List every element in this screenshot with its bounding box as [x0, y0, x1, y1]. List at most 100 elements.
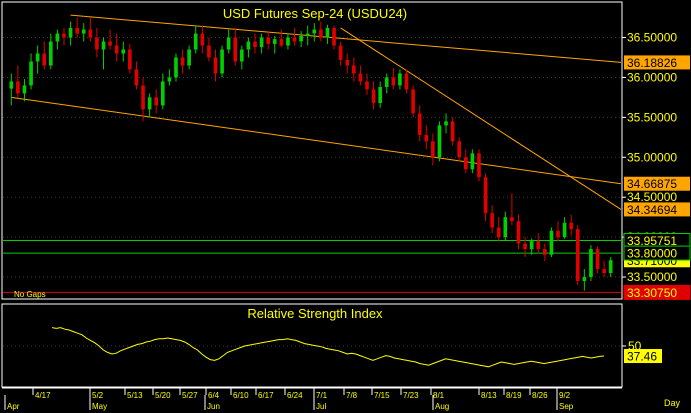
candle: [450, 117, 455, 146]
candle: [477, 149, 481, 182]
candle-body: [523, 243, 527, 250]
price-label-box: [624, 55, 690, 70]
candle: [134, 61, 139, 90]
candle: [75, 17, 79, 38]
candle: [49, 33, 53, 70]
candle-body: [9, 81, 14, 89]
candle-body: [332, 27, 336, 46]
candle-body: [510, 217, 514, 222]
candle: [398, 69, 402, 90]
candle: [325, 24, 330, 44]
candle-body: [180, 57, 185, 66]
x-tick-label: 8/13: [481, 391, 497, 400]
rsi-last-label: 37.46: [627, 350, 657, 364]
price-label: 36.18826: [624, 55, 690, 70]
candle: [431, 133, 435, 166]
candle: [114, 33, 119, 62]
y-tick-label: 35.00000: [627, 150, 677, 164]
candle-body: [457, 141, 462, 158]
trendlines: [11, 14, 622, 210]
month-label: Jun: [207, 402, 220, 411]
candle-body: [470, 153, 475, 170]
candle: [154, 89, 159, 114]
candle: [358, 65, 363, 86]
candle-body: [240, 49, 244, 62]
candle-body: [167, 77, 172, 82]
candle-body: [226, 37, 231, 50]
x-tick-label: 5/13: [127, 391, 143, 400]
candle-body: [463, 157, 468, 170]
candle: [147, 93, 152, 118]
candle: [42, 41, 47, 70]
candle: [332, 25, 336, 50]
y-tick-label: 35.50000: [627, 110, 677, 124]
candle: [167, 69, 172, 86]
candle-body: [292, 37, 297, 42]
price-label-text: 34.66875: [627, 177, 677, 191]
candle: [529, 238, 534, 255]
candle: [16, 65, 20, 98]
candle-body: [483, 177, 488, 214]
candle: [371, 81, 376, 110]
candle: [602, 261, 606, 278]
x-tick-label: 6/17: [258, 391, 274, 400]
candle: [81, 23, 86, 42]
candle: [536, 233, 541, 254]
candle: [562, 217, 567, 239]
candle: [437, 121, 442, 162]
candle: [490, 205, 494, 234]
candle-body: [325, 27, 330, 38]
rsi-last-box: [624, 349, 662, 364]
candle: [101, 37, 106, 70]
candle-body: [338, 45, 343, 60]
candle-body: [62, 33, 66, 38]
rsi-title: Relative Strength Index: [247, 306, 383, 321]
candle: [35, 45, 40, 74]
x-tick-label: 7/1: [316, 391, 328, 400]
candle: [180, 49, 185, 74]
candle-body: [233, 37, 238, 62]
candle: [470, 149, 475, 174]
y-tick-label: 33.50000: [627, 270, 677, 284]
candle: [595, 246, 600, 274]
trendline: [11, 96, 622, 185]
price-label-text: 36.18826: [627, 56, 677, 70]
price-label-box: [624, 176, 690, 191]
price-label-text: 33.95751: [627, 234, 677, 248]
candle-body: [141, 85, 145, 110]
price-label: 34.34694: [624, 202, 690, 217]
price-labels: 36.1882634.6687534.3469433.7100033.95751…: [623, 55, 691, 300]
candle: [68, 21, 73, 46]
candle-body: [272, 39, 277, 44]
x-tick-label: 7/15: [374, 391, 390, 400]
candle-body: [319, 29, 323, 38]
trendline: [340, 27, 622, 210]
candle-body: [22, 85, 27, 94]
candle: [246, 37, 251, 58]
candle-body: [516, 221, 521, 244]
candle: [463, 149, 468, 174]
candle-body: [371, 89, 376, 103]
candle: [384, 73, 389, 94]
candle: [233, 27, 238, 66]
candle-body: [266, 37, 270, 44]
candle: [128, 43, 132, 74]
x-tick-label: 8/26: [532, 391, 548, 400]
candle: [496, 217, 501, 242]
candle: [253, 33, 257, 54]
candle: [299, 31, 303, 48]
x-tick-label: 5/2: [92, 391, 104, 400]
month-label: Aug: [435, 402, 449, 411]
candle-body: [490, 213, 494, 228]
candle: [345, 53, 350, 74]
trendline: [70, 14, 622, 63]
x-tick-label: 8/1: [433, 391, 445, 400]
candle: [424, 125, 429, 150]
x-tick-label: 8/19: [506, 391, 522, 400]
y-tick-label: 36.50000: [627, 31, 677, 45]
candle-body: [121, 49, 126, 54]
candle-body: [450, 121, 455, 142]
candle-body: [55, 33, 60, 42]
price-label-box: [623, 284, 691, 300]
candle-body: [536, 241, 541, 250]
